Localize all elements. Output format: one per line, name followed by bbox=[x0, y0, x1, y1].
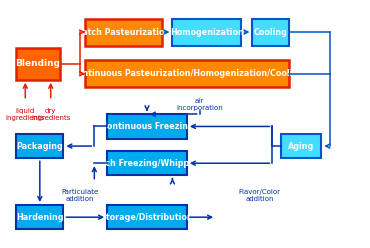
Text: dry
ingredients: dry ingredients bbox=[31, 108, 70, 121]
Text: liquid
ingredients: liquid ingredients bbox=[6, 108, 45, 121]
FancyBboxPatch shape bbox=[16, 205, 63, 229]
Text: air
incorporation: air incorporation bbox=[176, 98, 223, 111]
Text: Batch Pasteurization: Batch Pasteurization bbox=[76, 28, 171, 36]
FancyBboxPatch shape bbox=[107, 151, 187, 176]
Text: Flavor/Color
addition: Flavor/Color addition bbox=[239, 189, 280, 202]
Text: Continuous Freezing: Continuous Freezing bbox=[101, 122, 194, 131]
Text: Batch Freezing/Whipping: Batch Freezing/Whipping bbox=[90, 159, 204, 168]
FancyBboxPatch shape bbox=[252, 19, 289, 46]
FancyBboxPatch shape bbox=[107, 205, 187, 229]
FancyBboxPatch shape bbox=[85, 60, 289, 87]
Text: Cooling: Cooling bbox=[253, 28, 287, 36]
FancyBboxPatch shape bbox=[282, 134, 322, 158]
Text: Hardening: Hardening bbox=[16, 213, 64, 222]
FancyBboxPatch shape bbox=[85, 19, 162, 46]
Text: Aging: Aging bbox=[288, 142, 314, 151]
Text: Packaging: Packaging bbox=[16, 142, 63, 151]
FancyBboxPatch shape bbox=[172, 19, 242, 46]
Text: Storage/Distribution: Storage/Distribution bbox=[101, 213, 193, 222]
Text: Continuous Pasteurization/Homogenization/Cooling: Continuous Pasteurization/Homogenization… bbox=[71, 69, 303, 78]
FancyBboxPatch shape bbox=[16, 48, 60, 80]
Text: Particulate
addition: Particulate addition bbox=[61, 189, 98, 202]
Text: Homogenization: Homogenization bbox=[170, 28, 244, 36]
Text: Blending: Blending bbox=[16, 60, 61, 68]
FancyBboxPatch shape bbox=[16, 134, 63, 158]
FancyBboxPatch shape bbox=[107, 114, 187, 139]
